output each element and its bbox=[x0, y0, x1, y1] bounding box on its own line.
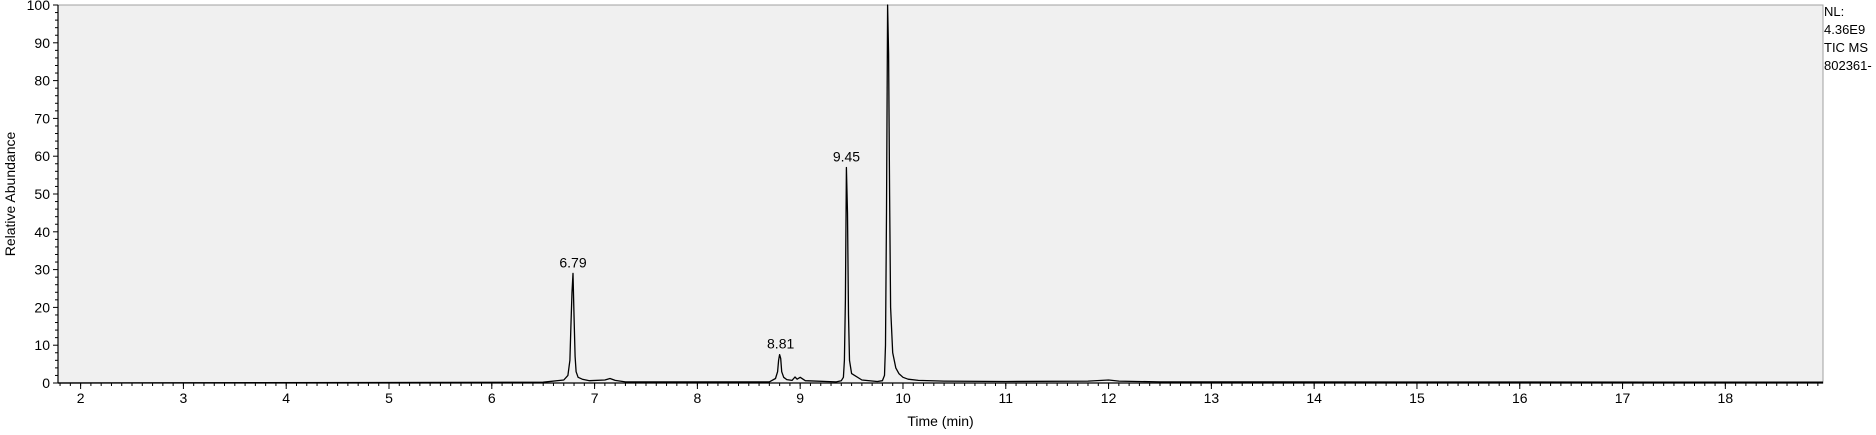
y-tick-label: 30 bbox=[34, 262, 50, 278]
x-tick-label: 8 bbox=[693, 390, 701, 406]
peak-label: 9.45 bbox=[833, 149, 860, 165]
y-tick-label: 10 bbox=[34, 337, 50, 353]
peak-label: 8.81 bbox=[767, 336, 794, 352]
x-tick-label: 7 bbox=[591, 390, 599, 406]
sample-id: 802361- bbox=[1824, 58, 1872, 73]
peak-label: 6.79 bbox=[559, 254, 586, 270]
y-tick-label: 70 bbox=[34, 110, 50, 126]
y-tick-label: 40 bbox=[34, 224, 50, 240]
y-tick-label: 50 bbox=[34, 186, 50, 202]
y-tick-label: 0 bbox=[42, 375, 50, 391]
y-tick-label: 60 bbox=[34, 148, 50, 164]
x-tick-label: 13 bbox=[1204, 390, 1220, 406]
normalization-info: NL: 4.36E9 TIC MS 802361- bbox=[1824, 3, 1872, 75]
x-tick-label: 2 bbox=[77, 390, 85, 406]
x-tick-label: 12 bbox=[1101, 390, 1117, 406]
x-tick-label: 9 bbox=[796, 390, 804, 406]
nl-label: NL: bbox=[1824, 4, 1845, 19]
plot-area bbox=[57, 4, 1824, 384]
x-tick-label: 6 bbox=[488, 390, 496, 406]
x-tick-label: 10 bbox=[895, 390, 911, 406]
scan-filter: TIC MS bbox=[1824, 40, 1869, 55]
y-tick-label: 80 bbox=[34, 73, 50, 89]
x-axis-title: Time (min) bbox=[907, 413, 973, 429]
x-tick-label: 4 bbox=[282, 390, 290, 406]
peak-label: 9.85 bbox=[874, 0, 901, 2]
x-tick-label: 18 bbox=[1718, 390, 1734, 406]
x-tick-label: 11 bbox=[999, 390, 1014, 406]
y-tick-label: 100 bbox=[27, 0, 51, 13]
nl-value: 4.36E9 bbox=[1824, 22, 1866, 37]
x-tick-label: 16 bbox=[1512, 390, 1528, 406]
x-tick-label: 14 bbox=[1306, 390, 1322, 406]
x-tick-label: 3 bbox=[180, 390, 188, 406]
x-tick-label: 17 bbox=[1615, 390, 1631, 406]
y-axis-title: Relative Abundance bbox=[2, 132, 18, 257]
y-tick-label: 90 bbox=[34, 35, 50, 51]
tic-trace-0 bbox=[57, 4, 1824, 384]
x-tick-label: 5 bbox=[385, 390, 393, 406]
x-tick-label: 15 bbox=[1409, 390, 1425, 406]
y-tick-label: 20 bbox=[34, 299, 50, 315]
